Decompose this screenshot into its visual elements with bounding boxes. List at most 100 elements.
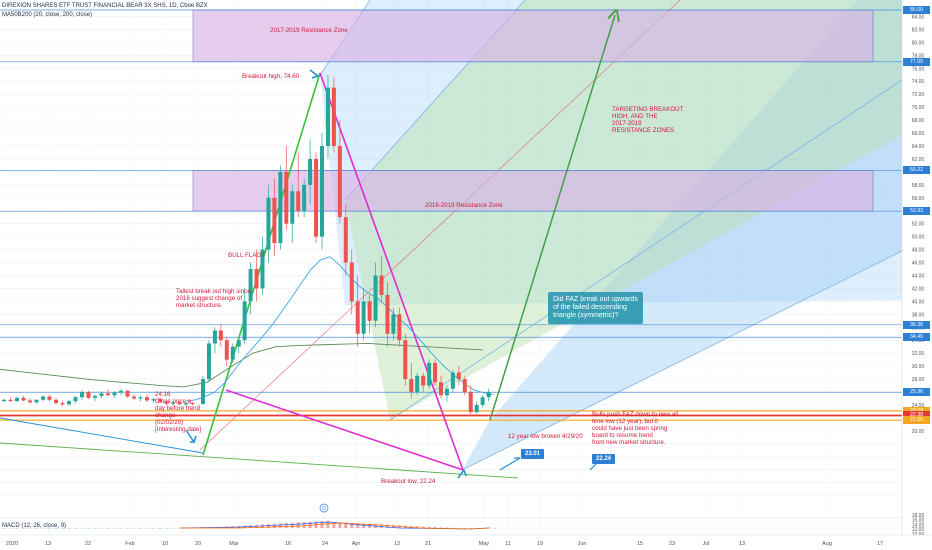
price-tag: 21.65 xyxy=(903,416,930,425)
candle-body xyxy=(41,396,45,400)
close-before-trend-note: 24.16 Close price a day before trend cha… xyxy=(155,391,202,433)
macd-histogram-bar xyxy=(332,522,336,528)
candle-body xyxy=(367,301,372,321)
price-tick-label: 58.00 xyxy=(912,183,925,189)
candle-body xyxy=(138,397,143,399)
candle-body xyxy=(450,372,455,389)
macd-histogram-bar xyxy=(48,528,51,529)
price-tag: 77.00 xyxy=(903,57,930,66)
candle-body xyxy=(320,145,324,237)
macd-histogram-bar xyxy=(2,528,6,529)
time-tick-label: Jul xyxy=(702,541,709,547)
time-tick-label: 24 xyxy=(322,541,328,547)
candle-body xyxy=(80,392,84,398)
macd-histogram-bar xyxy=(385,524,389,528)
candle-body xyxy=(164,401,169,404)
candle-body xyxy=(355,301,360,334)
candle-body xyxy=(34,399,39,403)
macd-histogram-bar xyxy=(463,528,467,529)
time-tick-label: 2020 xyxy=(6,541,18,547)
candle-body xyxy=(302,184,307,211)
macd-histogram-bar xyxy=(451,528,455,529)
candle-body xyxy=(290,191,295,224)
time-tick-label: Apr xyxy=(352,541,361,547)
candle-body xyxy=(112,392,117,396)
candle-body xyxy=(314,158,319,237)
candle-body xyxy=(474,404,479,413)
price-tick-label: 76.00 xyxy=(912,66,925,72)
price-tick-label: 28.00 xyxy=(912,377,925,383)
macd-histogram-bar xyxy=(9,528,12,529)
candle-body xyxy=(433,362,438,383)
macd-histogram-bar xyxy=(67,528,71,529)
fork-line xyxy=(389,59,932,421)
symbol-title: DIREXION SHARES ETF TRUST FINANCIAL BEAR… xyxy=(2,3,208,9)
price-tick-label: 24.00 xyxy=(912,403,925,409)
macd-indicator-label: MACD (12, 26, close, 9) xyxy=(2,523,67,529)
time-tick-label: 20 xyxy=(195,541,201,547)
candle-body xyxy=(184,403,188,405)
price-badge-23-01[interactable]: 23.01 xyxy=(521,449,545,459)
candle-body xyxy=(444,388,449,396)
macd-histogram-bar xyxy=(439,527,443,528)
candle-body xyxy=(379,275,384,295)
question-callout[interactable]: Did FAZ break out upwards of the failed … xyxy=(548,292,643,324)
candle-body xyxy=(21,397,26,401)
macd-histogram-bar xyxy=(61,528,64,529)
price-tag: 22.38 xyxy=(903,411,930,420)
targeting-note: TARGETING BREAKOUT HIGH, AND THE 2017-20… xyxy=(612,106,684,134)
price-tick-label: 46.00 xyxy=(912,261,925,267)
resistance-zone-2018-2019 xyxy=(192,170,874,212)
pointer-arrow-icon xyxy=(457,469,467,479)
candle-body xyxy=(421,375,426,386)
macd-histogram-bar xyxy=(296,522,300,528)
candle-body xyxy=(242,301,247,341)
time-tick-label: Jun xyxy=(578,541,587,547)
candle-body xyxy=(171,402,175,404)
macd-histogram-bar xyxy=(380,524,383,528)
price-tick-label: 40.00 xyxy=(912,299,925,305)
macd-histogram-bar xyxy=(421,526,425,528)
triangle-base xyxy=(225,389,464,471)
pointer-arrow-icon xyxy=(499,457,521,471)
candle-body xyxy=(296,191,301,211)
candle-body xyxy=(158,399,162,402)
target-arrow xyxy=(489,15,615,421)
candle-body xyxy=(254,269,259,289)
macd-histogram-bar xyxy=(80,528,84,529)
time-tick-label: Mar xyxy=(229,541,239,547)
macd-histogram-bar xyxy=(139,528,142,529)
candle-body xyxy=(266,197,271,250)
macd-histogram-bar xyxy=(493,528,497,529)
breakout-high-label: Breakout high, 74.60 xyxy=(242,73,300,80)
price-badge-22-24[interactable]: 22.24 xyxy=(592,454,616,464)
macd-histogram-bar xyxy=(87,528,90,529)
candle-body xyxy=(119,390,123,393)
price-tick-label: 84.00 xyxy=(912,14,925,20)
candle-body xyxy=(385,294,390,334)
candle-body xyxy=(93,395,97,398)
macd-histogram-bar xyxy=(28,528,32,529)
ma-20-line xyxy=(185,256,494,402)
time-axis xyxy=(0,535,932,550)
price-tick-label: 12.00 xyxy=(912,527,925,533)
price-tick-label: 18.00 xyxy=(912,513,925,519)
candle-body xyxy=(391,314,396,334)
macd-histogram-bar xyxy=(100,528,103,529)
macd-histogram-bar xyxy=(35,528,38,529)
price-tag: 36.38 xyxy=(903,320,930,329)
candle-body xyxy=(8,399,13,402)
candle-body xyxy=(201,379,205,404)
macd-histogram-bar xyxy=(261,524,264,528)
candle-body xyxy=(278,171,283,244)
bulls-push-note: Bulls push FAZ down to new all time low … xyxy=(592,411,678,446)
time-tick-label: Feb xyxy=(125,541,134,547)
time-tick-label: 13 xyxy=(739,541,745,547)
price-axis xyxy=(902,0,932,550)
macd-histogram-bar xyxy=(391,525,395,528)
candle-body xyxy=(73,397,78,402)
price-tick-label: 48.00 xyxy=(912,248,925,254)
price-tag: 85.00 xyxy=(903,6,930,14)
macd-histogram-bar xyxy=(290,522,294,528)
